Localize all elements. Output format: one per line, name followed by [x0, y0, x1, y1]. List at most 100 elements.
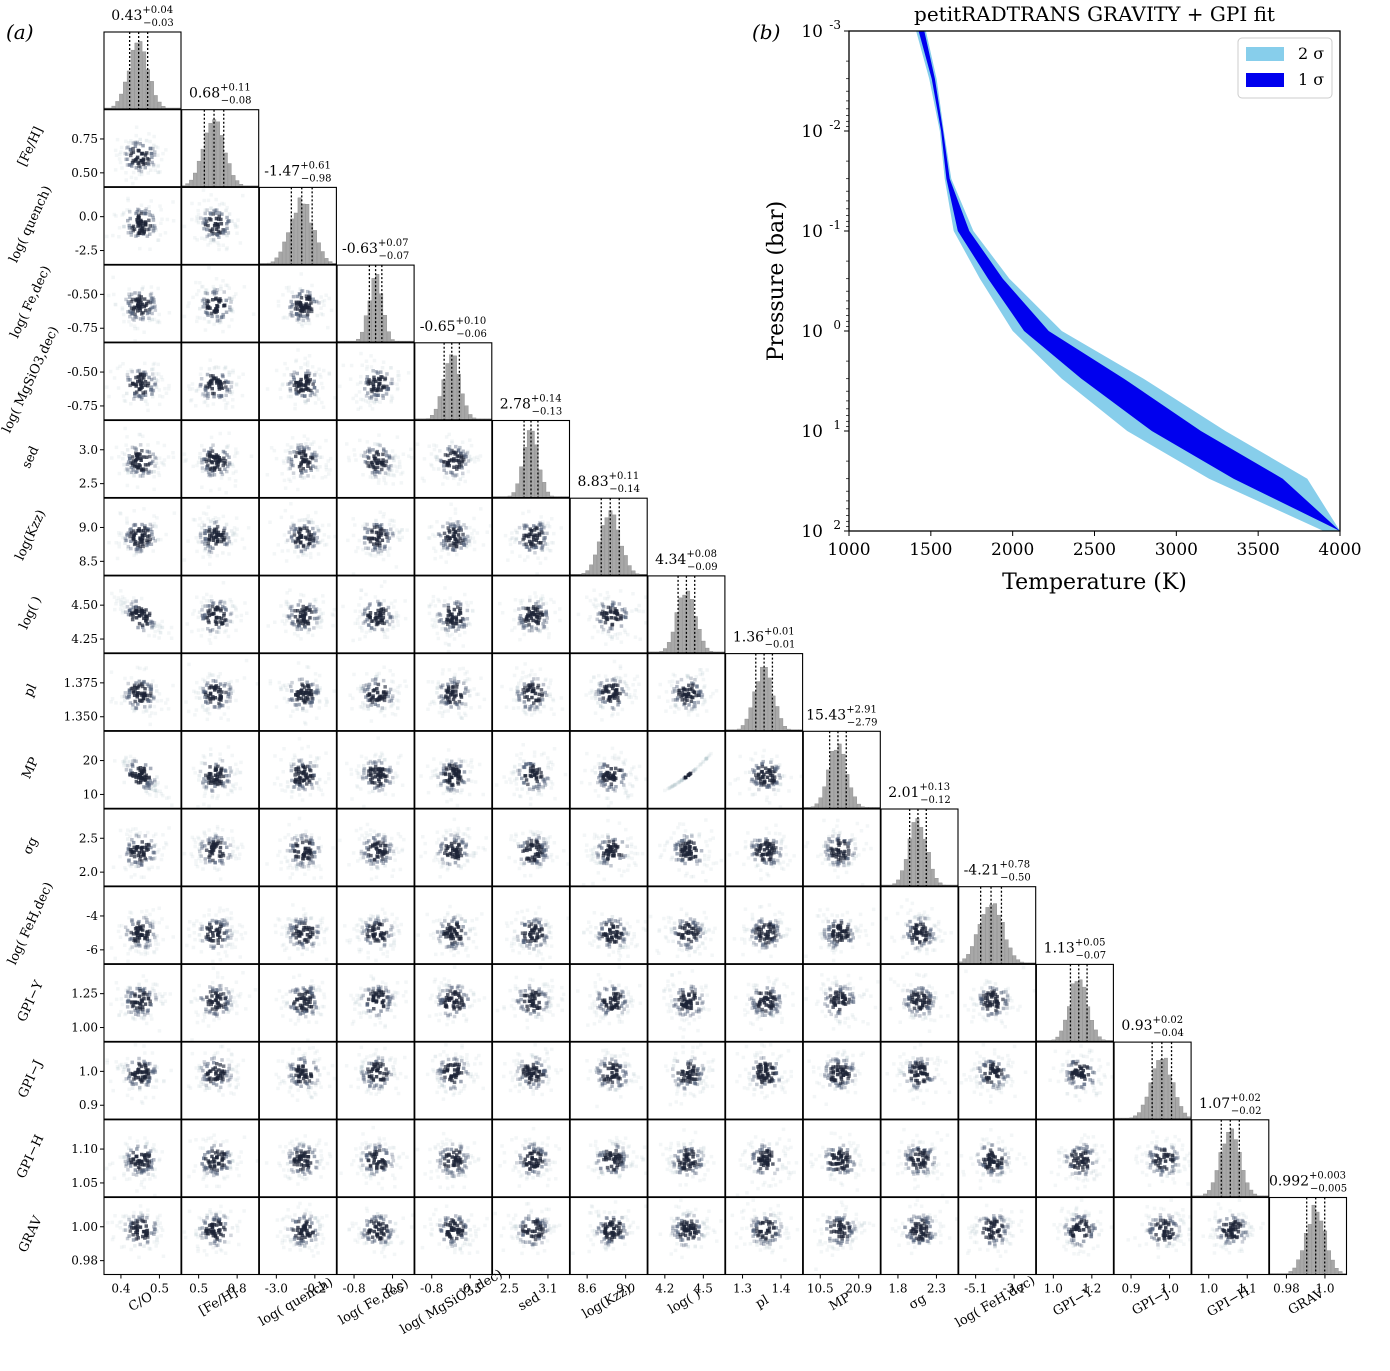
density-cell — [524, 542, 528, 546]
density-cell — [422, 479, 426, 483]
density-cell — [382, 598, 386, 603]
density-cell — [363, 634, 367, 639]
hist-bar — [593, 554, 597, 576]
density-cell — [446, 462, 451, 466]
density-cell — [509, 687, 513, 692]
density-cell — [448, 764, 452, 768]
density-cell — [154, 794, 158, 798]
density-cell — [306, 373, 311, 378]
density-cell — [373, 760, 377, 764]
density-cell — [195, 319, 199, 324]
density-cell — [678, 688, 682, 693]
density-cell — [193, 236, 197, 240]
density-cell — [148, 318, 152, 323]
density-cell — [303, 362, 307, 366]
density-cell — [165, 697, 170, 702]
density-cell — [307, 700, 312, 705]
density-cell — [544, 612, 549, 616]
density-cell — [230, 753, 234, 758]
density-cell — [217, 321, 222, 325]
density-cell — [527, 787, 532, 791]
density-cell — [285, 316, 289, 320]
hist-bar — [464, 405, 469, 421]
density-cell — [374, 475, 378, 479]
density-cell — [398, 465, 402, 469]
density-cell — [458, 526, 463, 531]
density-cell — [217, 243, 221, 247]
density-cell — [697, 690, 701, 694]
density-cell — [367, 603, 372, 607]
density-cell — [226, 792, 230, 797]
density-panel-8-6 — [569, 653, 648, 732]
density-cell — [546, 524, 551, 528]
density-cell — [358, 609, 362, 614]
density-cell — [152, 134, 156, 139]
density-cell — [234, 516, 239, 520]
density-cell — [144, 789, 148, 793]
density-cell — [134, 551, 138, 556]
density-cell — [235, 679, 239, 683]
density-cell — [308, 442, 313, 446]
density-cell — [140, 449, 144, 453]
density-cell — [117, 455, 121, 459]
density-panel-3-0: -0.50-0.75 — [67, 264, 182, 343]
density-cell — [387, 454, 391, 458]
density-cell — [216, 378, 220, 382]
density-cell — [472, 687, 476, 691]
density-cell — [132, 533, 137, 537]
density-cell — [114, 701, 118, 705]
density-cell — [398, 684, 402, 688]
hist-bar — [456, 373, 461, 420]
density-cell — [129, 465, 133, 470]
density-cell — [445, 690, 450, 694]
density-cell — [590, 696, 594, 700]
density-cell — [319, 616, 323, 621]
density-cell — [331, 623, 335, 628]
density-cell — [214, 608, 218, 612]
density-cell — [318, 608, 322, 612]
density-cell — [305, 782, 309, 786]
density-cell — [456, 776, 460, 781]
density-cell — [638, 637, 642, 641]
density-cell — [119, 701, 124, 706]
density-cell — [307, 321, 312, 326]
density-cell — [196, 691, 201, 695]
density-cell — [368, 464, 372, 469]
density-cell — [129, 768, 133, 773]
hist-bar — [779, 718, 784, 731]
density-cell — [299, 637, 303, 641]
density-cell — [610, 706, 615, 710]
density-cell — [182, 224, 187, 229]
density-cell — [218, 318, 222, 323]
density-cell — [118, 364, 122, 369]
density-cell — [213, 780, 217, 785]
density-cell — [157, 402, 162, 407]
density-cell — [358, 705, 363, 709]
density-cell — [287, 456, 291, 460]
density-cell — [458, 611, 462, 615]
density-cell — [610, 622, 615, 627]
density-cell — [380, 467, 384, 472]
density-cell — [293, 402, 297, 407]
density-cell — [306, 514, 310, 518]
density-cell — [522, 533, 526, 538]
density-cell — [314, 454, 318, 459]
density-cell — [397, 459, 402, 464]
density-cell — [147, 205, 151, 209]
density-cell — [109, 670, 114, 674]
density-cell — [129, 312, 134, 316]
density-panel-6-0: 9.08.5 — [79, 497, 182, 576]
density-cell — [374, 518, 378, 523]
density-cell — [233, 786, 237, 791]
summary-minus: −0.13 — [532, 407, 563, 418]
density-cell — [289, 534, 294, 539]
density-cell — [200, 298, 205, 303]
density-cell — [351, 696, 355, 701]
density-cell — [224, 247, 229, 252]
density-cell — [145, 538, 149, 542]
density-cell — [134, 142, 138, 146]
density-cell — [215, 775, 219, 779]
density-cell — [372, 358, 377, 363]
density-cell — [445, 799, 449, 804]
